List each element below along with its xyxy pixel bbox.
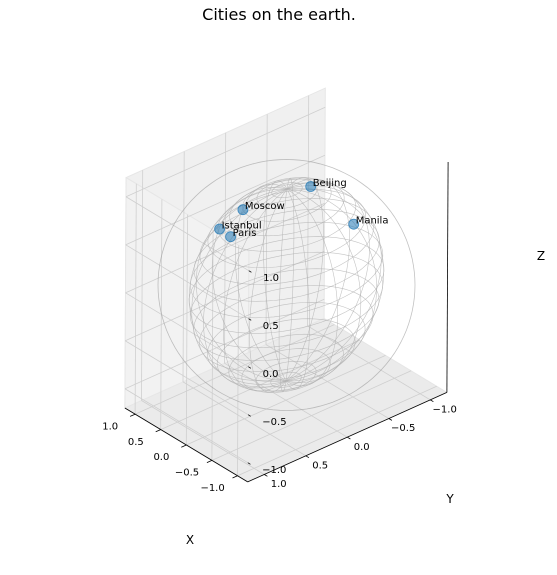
wireframe-line: [249, 188, 288, 393]
y-axis-label: Y: [445, 492, 454, 506]
y-tick-label: −1.0: [200, 483, 224, 494]
grid-line: [160, 339, 361, 430]
city-points: Paris Moscow Istanbul Beijing Manila: [214, 178, 389, 243]
grid-line: [134, 183, 137, 415]
city-point: [237, 204, 249, 216]
city-label: Manila: [356, 216, 389, 227]
wireframe-line: [286, 188, 378, 382]
grid-line: [186, 355, 386, 446]
y-tick-label: 0.5: [128, 437, 144, 448]
x-tick-label: 1.0: [271, 479, 287, 490]
wireframe-line: [263, 180, 288, 382]
wireframe-line: [285, 178, 350, 382]
x-tick-label: 0.5: [312, 460, 328, 471]
wireframe-line: [285, 177, 295, 382]
x-axis-line: [247, 392, 448, 483]
y-tick-label: 0.0: [153, 452, 169, 463]
city-point: [348, 218, 360, 230]
city-label: Istanbul: [222, 221, 262, 232]
z-tick: [247, 414, 251, 417]
city-label: Paris: [233, 228, 257, 239]
x-tick-label: 0.0: [354, 442, 370, 453]
grid-line: [125, 292, 249, 368]
x-tick: [264, 474, 268, 477]
grid-line: [141, 400, 265, 475]
z-tick: [248, 270, 252, 273]
wireframe-line: [195, 188, 287, 382]
grid-line: [125, 244, 249, 320]
grid-line: [125, 196, 250, 272]
y-tick: [155, 429, 161, 433]
sphere-outline: [157, 159, 416, 411]
city-label: Beijing: [313, 178, 347, 189]
grid-lines: [124, 95, 437, 477]
wireframe-line: [285, 188, 310, 390]
z-tick: [247, 462, 251, 465]
grid-line: [182, 151, 185, 382]
z-tick-label: 0.5: [263, 321, 279, 332]
city-point: [305, 181, 317, 192]
x-tick: [305, 455, 310, 459]
x-tick-label: −1.0: [433, 405, 457, 416]
y-tick: [129, 413, 136, 417]
z-axis-label: Z: [537, 249, 545, 263]
city-point: [225, 231, 237, 243]
grid-line: [141, 170, 144, 401]
wireframe-line: [223, 188, 288, 392]
x-tick-label: −0.5: [391, 423, 415, 434]
z-tick: [248, 318, 252, 321]
z-axis-line: [446, 161, 449, 393]
x-tick: [347, 436, 351, 440]
grid-line: [125, 154, 326, 246]
z-tick-label: −1.0: [262, 465, 286, 476]
wireframe-line: [285, 188, 339, 387]
wireframe-line: [235, 183, 288, 382]
city-label: Moscow: [245, 201, 285, 212]
z-tick: [248, 366, 252, 369]
z-tick-label: −0.5: [262, 417, 286, 428]
wireframe-line: [191, 188, 288, 385]
y-tick-label: 1.0: [102, 421, 118, 432]
x-tick: [430, 399, 434, 403]
x-axis-label: X: [186, 533, 194, 547]
wireframe-line: [285, 185, 382, 382]
axis-ticks: −1.0−1.0−1.0−0.5−0.5−0.50.00.00.00.50.50…: [102, 161, 457, 494]
z-tick-label: 0.0: [263, 369, 279, 380]
wireframe-line: [285, 177, 324, 382]
wireframe-line: [211, 187, 288, 382]
chart-title: Cities on the earth.: [202, 5, 356, 24]
grid-line: [125, 106, 326, 198]
x-tick: [388, 418, 393, 421]
z-tick-label: 1.0: [263, 273, 279, 284]
y-tick: [232, 475, 238, 479]
y-tick: [206, 460, 213, 463]
grid-line: [182, 381, 307, 457]
wireframe-line: [285, 181, 370, 382]
y-tick-label: −0.5: [175, 468, 199, 479]
wireframe-line: [278, 188, 288, 393]
wireframe-line: [285, 188, 362, 383]
city-point: [214, 223, 226, 235]
y-axis-line: [124, 407, 248, 483]
y-tick: [181, 444, 187, 448]
wireframe-line: [285, 188, 385, 382]
